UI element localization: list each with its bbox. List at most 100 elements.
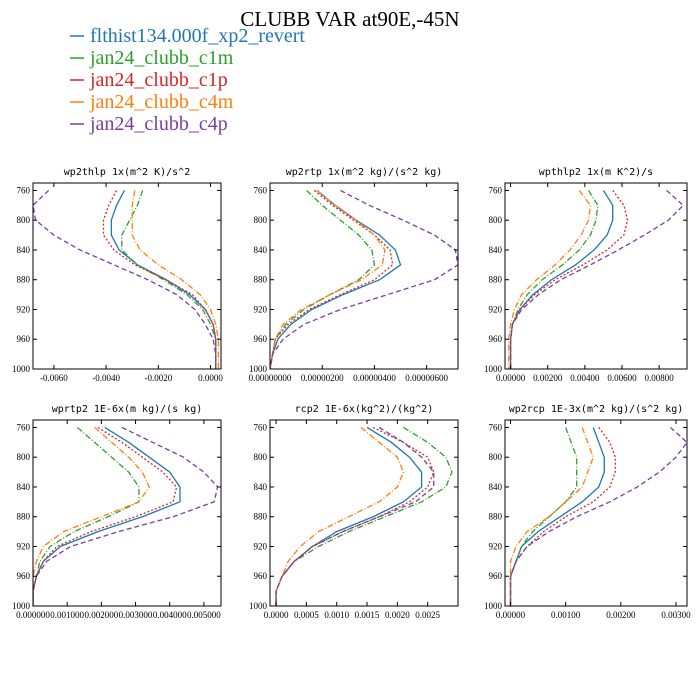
y-tick-label: 760	[17, 185, 31, 195]
legend-label: jan24_clubb_c1m	[89, 47, 234, 69]
y-tick-label: 920	[489, 304, 503, 314]
y-tick-label: 960	[17, 571, 31, 581]
y-tick-label: 880	[254, 275, 268, 285]
y-tick-label: 1000	[12, 364, 31, 374]
y-tick-label: 920	[489, 541, 503, 551]
x-tick-label: -0.0040	[92, 373, 120, 383]
series-line-3	[275, 426, 435, 606]
y-tick-label: 920	[17, 541, 31, 551]
series-line-4	[508, 190, 592, 369]
x-tick-label: 0.004000	[153, 610, 187, 620]
plot-frame	[269, 419, 459, 607]
x-tick-label: 0.0015	[355, 610, 380, 620]
series-line-1	[509, 427, 605, 606]
x-tick-label: 0.003000	[119, 610, 153, 620]
y-tick-label: 1000	[12, 601, 31, 611]
plot-frame	[32, 419, 222, 607]
y-tick-label: 960	[254, 334, 268, 344]
panel-4: wprtp2 1E-6x(m kg)/(s kg) 760 800 840 880 920…	[12, 404, 222, 620]
x-tick-label: 0.00000200	[301, 373, 344, 383]
x-tick-label: 0.00200	[606, 610, 636, 620]
plot-frame	[269, 182, 459, 370]
panel-3: wpthlp2 1x(m K^2)/s 760 800 840 880 920 960 100…	[484, 167, 688, 383]
y-tick-label: 800	[489, 215, 503, 225]
series-line-4	[275, 426, 405, 606]
legend: flthist134.000f_xp2_revertjan24_clubb_c1…	[70, 25, 305, 135]
x-tick-label: 0.00200	[533, 373, 563, 383]
y-tick-label: 880	[489, 275, 503, 285]
y-tick-label: 760	[17, 422, 31, 432]
series-line-5	[275, 426, 435, 606]
panel-1: wp2thlp 1x(m^2 K)/s^2 760 800 840 880 920 960 1…	[12, 167, 223, 383]
x-tick-label: 0.00000600	[405, 373, 448, 383]
y-tick-label: 960	[489, 334, 503, 344]
y-tick-label: 1000	[249, 601, 268, 611]
y-tick-label: 760	[489, 422, 503, 432]
series-line-2	[270, 189, 376, 369]
y-tick-label: 800	[489, 452, 503, 462]
x-tick-label: 0.00000400	[353, 373, 396, 383]
legend-label: jan24_clubb_c4p	[89, 113, 228, 135]
x-tick-label: 0.0025	[415, 610, 440, 620]
y-tick-label: 800	[17, 452, 31, 462]
x-tick-label: 0.0005	[294, 610, 319, 620]
x-tick-label: 0.0010	[324, 610, 349, 620]
panel-title: wpthlp2 1x(m K^2)/s	[539, 167, 653, 178]
panel-title: wp2thlp 1x(m^2 K)/s^2	[64, 167, 190, 178]
series-line-5	[270, 189, 458, 369]
legend-label: flthist134.000f_xp2_revert	[90, 25, 305, 47]
plot-frame	[504, 182, 688, 370]
panel-title: rcp2 1E-6x(kg^2)/(kg^2)	[295, 404, 433, 415]
x-tick-label: -0.0020	[144, 373, 172, 383]
series-line-4	[509, 427, 594, 606]
y-tick-label: 960	[254, 571, 268, 581]
x-tick-label: 0.00000	[496, 610, 526, 620]
y-tick-label: 880	[17, 512, 31, 522]
y-tick-label: 800	[17, 215, 31, 225]
y-tick-label: 840	[254, 245, 268, 255]
series-line-5	[33, 189, 217, 369]
x-tick-label: 0.00000	[496, 373, 526, 383]
y-tick-label: 800	[254, 452, 268, 462]
chart-panels: wp2thlp 1x(m^2 K)/s^2 760 800 840 880 920 960 1…	[12, 167, 691, 620]
plot-frame	[504, 419, 688, 607]
series-group	[33, 426, 219, 606]
series-line-2	[33, 426, 140, 606]
figure-title: CLUBB VAR at90E,-45N	[240, 7, 459, 31]
series-line-5	[33, 426, 219, 606]
y-tick-label: 920	[17, 304, 31, 314]
series-line-1	[33, 426, 181, 606]
y-tick-label: 920	[254, 541, 268, 551]
y-tick-label: 1000	[484, 601, 503, 611]
y-tick-label: 840	[489, 482, 503, 492]
series-group	[275, 426, 453, 606]
x-tick-label: 0.00400	[570, 373, 600, 383]
panel-6: wp2rcp 1E-3x(m^2 kg)/(s^2 kg) 760 800 840 88…	[484, 404, 691, 620]
series-group	[508, 189, 685, 369]
panel-5: rcp2 1E-6x(kg^2)/(kg^2) 760 800 840 880 920 96…	[249, 404, 459, 620]
series-line-4	[33, 426, 150, 606]
panel-title: wp2rcp 1E-3x(m^2 kg)/(s^2 kg)	[509, 404, 684, 415]
legend-label: jan24_clubb_c4m	[89, 91, 234, 113]
x-tick-label: 0.0020	[385, 610, 410, 620]
series-line-5	[509, 189, 685, 369]
x-tick-label: 0.001000	[50, 610, 84, 620]
series-line-3	[33, 426, 178, 606]
series-line-3	[509, 427, 616, 606]
y-tick-label: 1000	[249, 364, 268, 374]
series-group	[270, 189, 458, 369]
x-tick-label: 0.00000000	[249, 373, 292, 383]
panel-title: wp2rtp 1x(m^2 kg)/(s^2 kg)	[286, 167, 443, 178]
panel-2: wp2rtp 1x(m^2 kg)/(s^2 kg) 760 800 840 880 92…	[249, 167, 459, 383]
series-group	[509, 426, 687, 606]
series-line-2	[275, 426, 453, 606]
x-tick-label: 0.00800	[645, 373, 675, 383]
x-tick-label: -0.0060	[40, 373, 68, 383]
y-tick-label: 760	[254, 185, 268, 195]
x-tick-label: 0.005000	[187, 610, 221, 620]
y-tick-label: 880	[254, 512, 268, 522]
series-line-3	[102, 190, 217, 369]
legend-label: jan24_clubb_c1p	[89, 69, 228, 91]
series-line-4	[270, 189, 386, 369]
